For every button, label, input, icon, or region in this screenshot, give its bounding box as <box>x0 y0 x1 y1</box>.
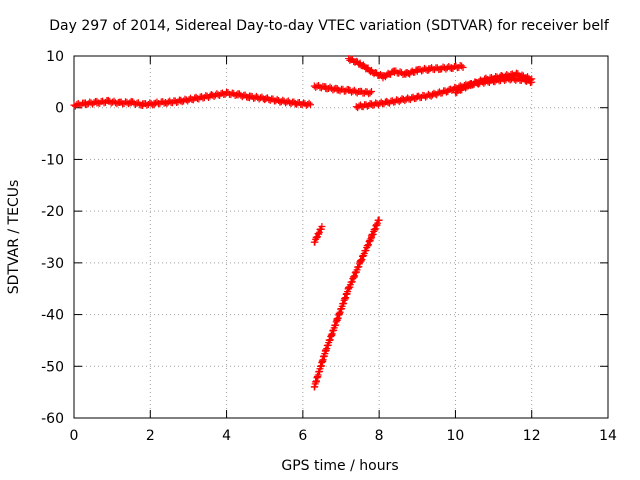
data-point <box>305 99 313 107</box>
series-segment <box>451 69 536 97</box>
y-tick-label: 0 <box>55 101 64 117</box>
y-tick-label: -60 <box>41 411 64 427</box>
y-tick-label: -50 <box>41 359 64 375</box>
x-tick-label: 8 <box>375 428 384 444</box>
series-segment <box>310 81 376 98</box>
data-point <box>458 62 466 70</box>
y-axis-label: SDTVAR / TECUs <box>6 180 22 295</box>
x-axis-label: GPS time / hours <box>281 458 398 474</box>
x-tick-label: 10 <box>447 428 465 444</box>
data-point <box>358 256 366 264</box>
series-segment <box>310 223 326 246</box>
chart-title: Day 297 of 2014, Sidereal Day-to-day VTE… <box>49 18 610 34</box>
series-segment <box>310 216 383 391</box>
x-tick-label: 12 <box>523 428 541 444</box>
data-point <box>382 73 389 81</box>
y-tick-label: -10 <box>41 152 64 168</box>
grid <box>74 56 608 418</box>
data-point <box>318 223 326 231</box>
series-segment <box>70 96 170 110</box>
x-tick-label: 6 <box>298 428 307 444</box>
series-segment <box>162 88 314 109</box>
x-tick-label: 4 <box>222 428 231 444</box>
series-segment <box>352 74 536 112</box>
data-point <box>357 257 365 265</box>
data-point <box>366 89 374 97</box>
data-point <box>375 216 383 224</box>
axis-ticks <box>73 55 609 419</box>
x-tick-label: 0 <box>70 428 79 444</box>
data-point <box>368 88 376 96</box>
y-tick-label: -30 <box>41 256 64 272</box>
y-tick-label: 10 <box>46 49 64 65</box>
data-points <box>70 55 536 391</box>
data-point <box>350 273 358 281</box>
x-tick-label: 14 <box>599 428 617 444</box>
data-point <box>351 272 359 280</box>
data-point <box>306 101 314 109</box>
y-tick-label: -20 <box>41 204 64 220</box>
plot-frame <box>73 55 609 419</box>
data-point <box>459 64 467 72</box>
data-point <box>364 242 372 250</box>
data-point <box>365 241 373 249</box>
y-tick-label: -40 <box>41 308 64 324</box>
data-point <box>528 75 536 83</box>
data-point <box>348 278 356 286</box>
tick-labels: 0 2 4 6 8 10 12 14 10 0 -10 -20 -30 -40 -50 -60 <box>41 49 617 444</box>
x-tick-label: 2 <box>146 428 155 444</box>
data-point <box>526 76 534 84</box>
data-point <box>367 235 375 243</box>
series-segment <box>345 55 467 82</box>
